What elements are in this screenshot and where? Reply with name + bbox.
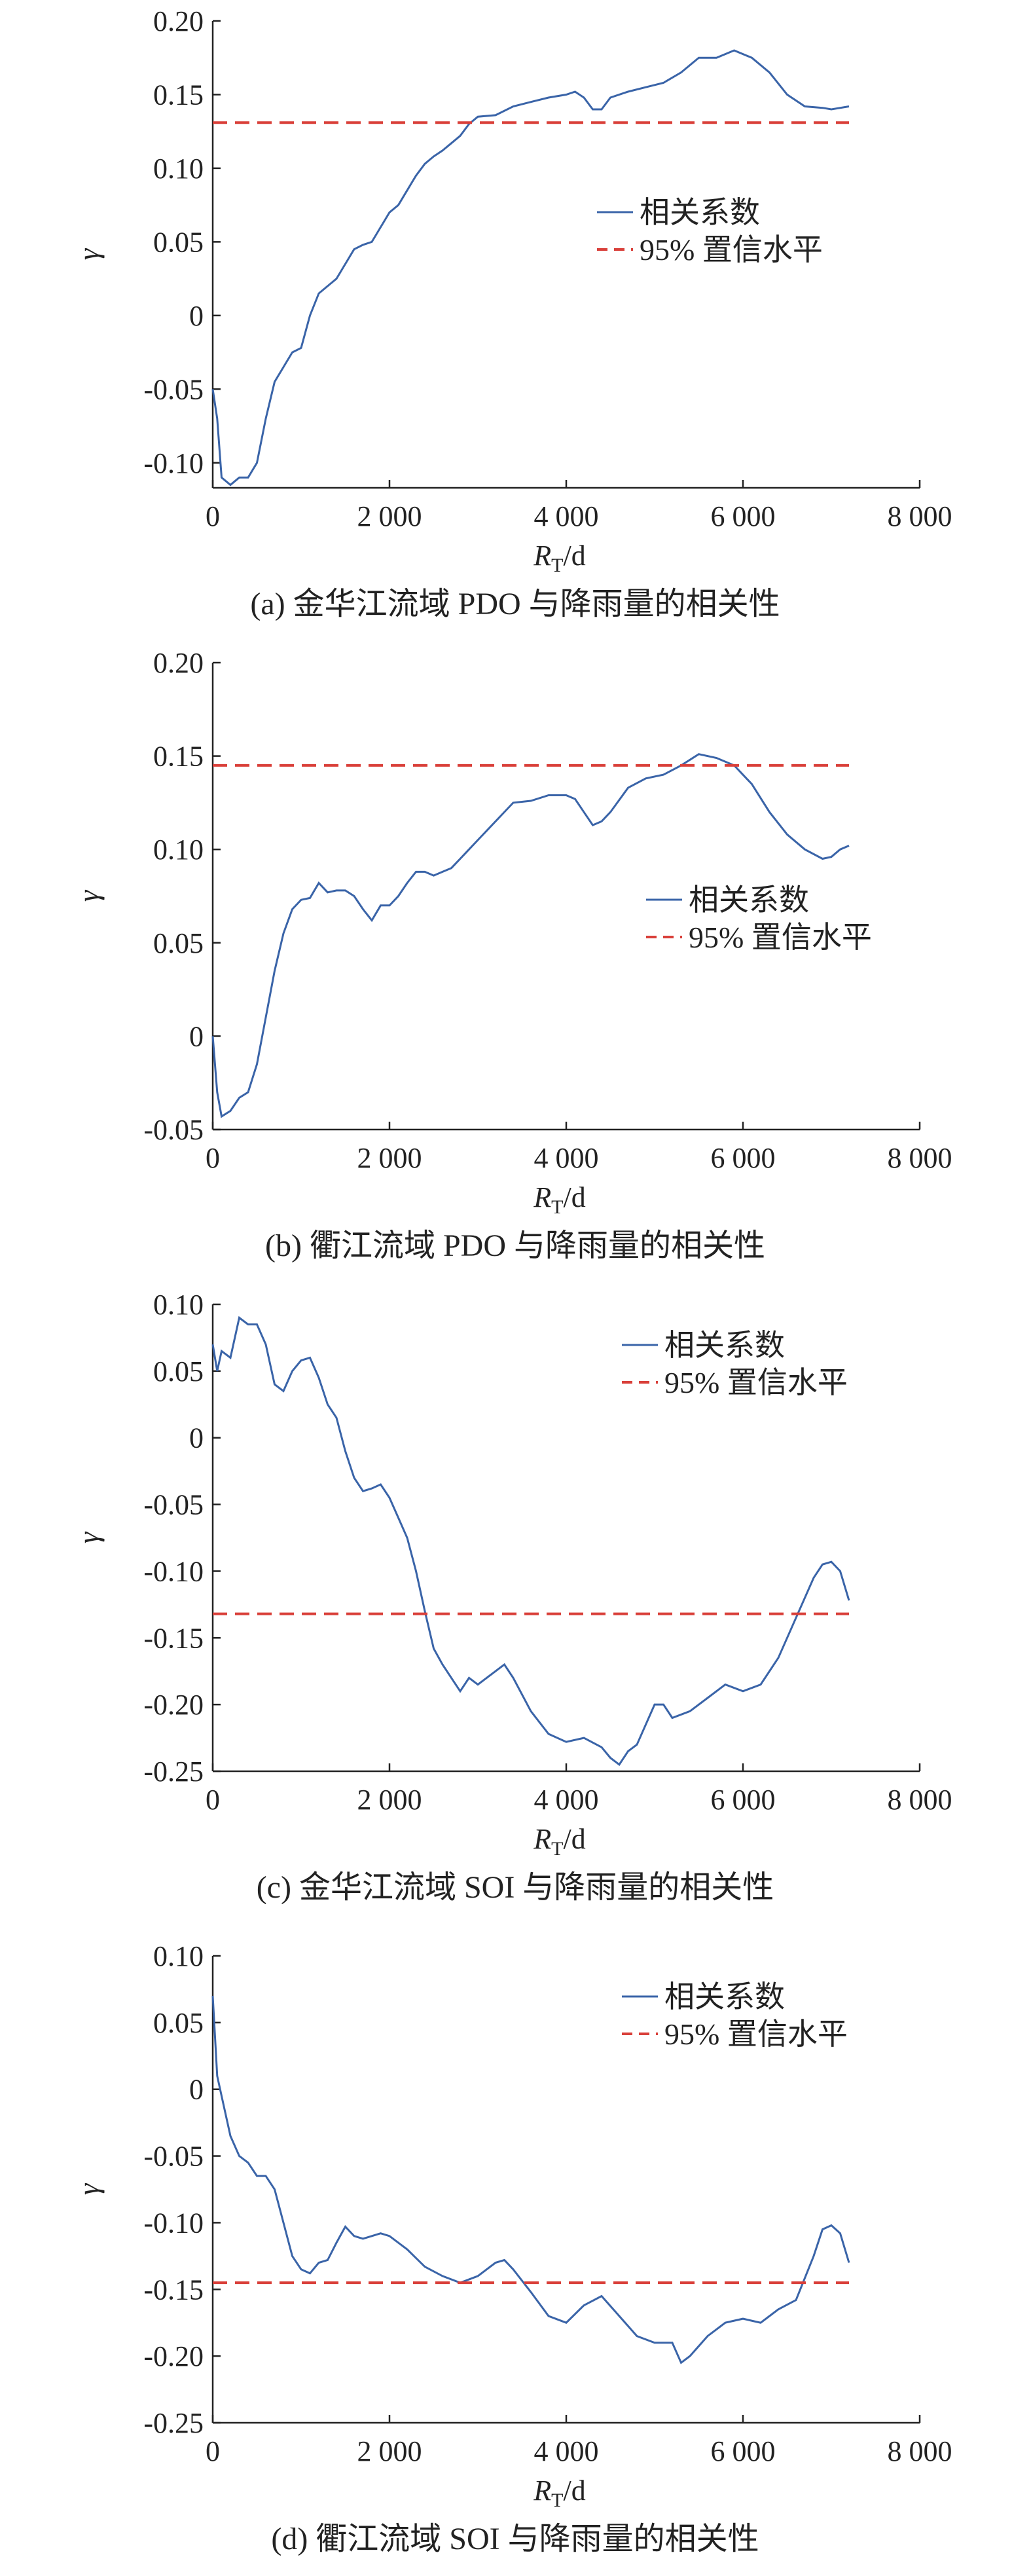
y-tick-label: 0 [189,300,204,332]
x-tick-label: 2 000 [357,1142,422,1174]
x-tick-label: 2 000 [357,1784,422,1816]
x-label-main: R [533,1823,551,1855]
x-tick-label: 0 [206,1784,220,1816]
x-label-main: R [533,2475,551,2507]
caption: (b) 衢江流域 PDO 与降雨量的相关性 [265,1228,765,1263]
y-tick-label: -0.10 [143,447,204,479]
y-tick-label: -0.20 [143,1689,204,1721]
caption: (d) 衢江流域 SOI 与降雨量的相关性 [271,2522,759,2556]
x-tick-label: 2 000 [357,500,422,532]
x-tick-label: 6 000 [711,1784,776,1816]
legend-label: 95% 置信水平 [640,233,823,267]
y-tick-label: 0.10 [153,1289,204,1321]
legend-label: 95% 置信水平 [664,2017,848,2051]
y-tick-label: -0.05 [143,2141,204,2173]
x-tick-label: 8 000 [888,1142,952,1174]
x-tick-label: 4 000 [534,1142,599,1174]
legend-label: 95% 置信水平 [664,1366,848,1399]
y-tick-label: -0.20 [143,2340,204,2372]
legend-label: 相关系数 [664,1980,785,2014]
y-tick-label: 0.15 [153,79,204,111]
x-label-sub: T [551,1838,563,1860]
x-label-unit: /d [563,540,585,572]
series-line [211,1316,850,1766]
y-tick-label: -0.05 [143,373,204,405]
x-axis-label: RT/d [533,2475,585,2511]
y-tick-label: 0.10 [153,153,204,185]
x-tick-label: 0 [206,2435,220,2467]
caption: (c) 金华江流域 SOI 与降雨量的相关性 [257,1870,774,1905]
x-axis-label: RT/d [533,1181,585,1218]
x-label-sub: T [551,555,563,576]
x-tick-label: 0 [206,1142,220,1174]
legend-label: 相关系数 [689,883,809,917]
y-tick-label: 0.20 [153,647,204,679]
series-line [211,753,850,1118]
legend-label: 95% 置信水平 [689,921,872,954]
x-label-main: R [533,1181,551,1213]
y-tick-label: 0.05 [153,1355,204,1388]
x-label-sub: T [551,2490,563,2511]
y-tick-label: 0.05 [153,927,204,959]
y-tick-label: 0.15 [153,741,204,773]
x-axis-label: RT/d [533,1823,585,1860]
x-tick-label: 6 000 [711,2435,776,2467]
y-axis-label: γ [73,248,105,260]
y-tick-label: -0.05 [143,1114,204,1146]
x-axis-label: RT/d [533,540,585,576]
x-tick-label: 4 000 [534,500,599,532]
x-tick-label: 4 000 [534,2435,599,2467]
y-tick-label: 0.05 [153,226,204,258]
y-tick-label: 0.10 [153,834,204,866]
series-line [211,1996,850,2364]
y-tick-label: 0 [189,1422,204,1454]
y-tick-label: 0.10 [153,1940,204,1972]
x-tick-label: 6 000 [711,500,776,532]
y-tick-label: -0.05 [143,1489,204,1521]
x-tick-label: 8 000 [888,2435,952,2467]
x-tick-label: 8 000 [888,500,952,532]
series-line [211,49,850,487]
x-tick-label: 6 000 [711,1142,776,1174]
y-tick-label: 0 [189,1020,204,1052]
y-tick-label: -0.15 [143,2273,204,2306]
legend-label: 相关系数 [664,1329,785,1362]
x-tick-label: 0 [206,500,220,532]
x-tick-label: 2 000 [357,2435,422,2467]
y-axis-label: γ [73,2182,105,2195]
y-tick-label: -0.25 [143,1756,204,1788]
x-label-sub: T [551,1196,563,1218]
x-tick-label: 4 000 [534,1784,599,1816]
y-tick-label: 0.05 [153,2007,204,2039]
y-tick-label: 0.20 [153,5,204,37]
y-tick-label: -0.10 [143,2207,204,2239]
x-label-main: R [533,540,551,572]
x-tick-label: 8 000 [888,1784,952,1816]
x-label-unit: /d [563,1823,585,1855]
legend-label: 相关系数 [640,196,760,229]
y-axis-label: γ [73,889,105,902]
y-axis-label: γ [73,1531,105,1543]
y-tick-label: -0.15 [143,1622,204,1654]
x-label-unit: /d [563,2475,585,2507]
y-tick-label: -0.25 [143,2407,204,2439]
x-label-unit: /d [563,1181,585,1213]
caption: (a) 金华江流域 PDO 与降雨量的相关性 [250,587,780,621]
y-tick-label: 0 [189,2074,204,2106]
y-tick-label: -0.10 [143,1555,204,1587]
